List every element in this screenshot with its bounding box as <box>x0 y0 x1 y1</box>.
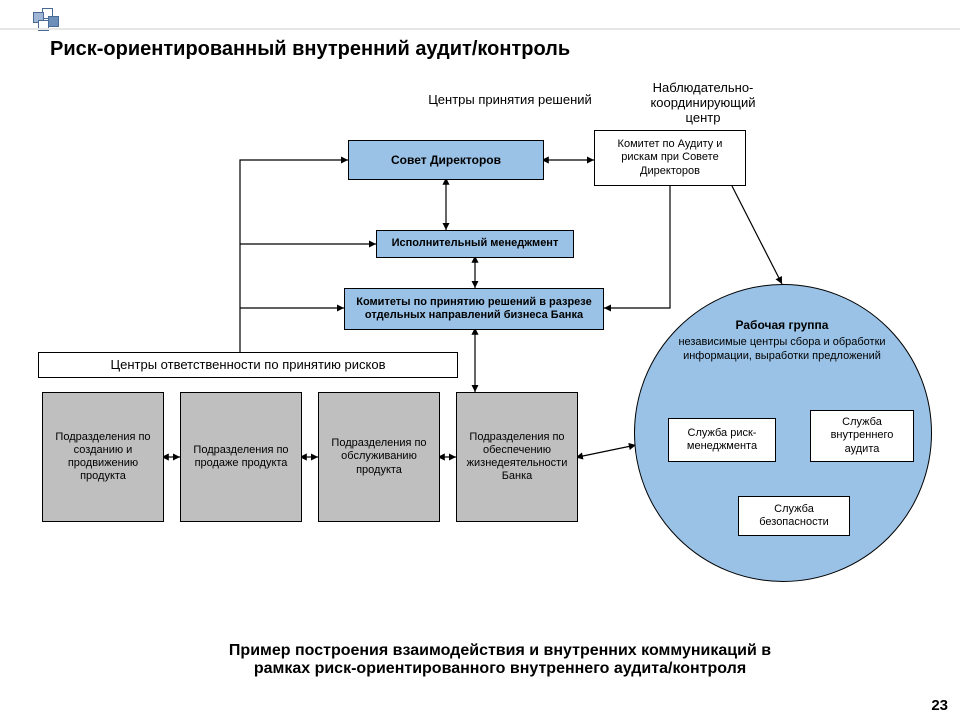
label-obs-l3: центр <box>686 110 721 125</box>
node-security-service: Службабезопасности <box>738 496 850 536</box>
title-underline <box>0 28 960 30</box>
node-board-of-directors: Совет Директоров <box>348 140 544 180</box>
node-dept-support: Подразделения по обеспечению жизнедеятел… <box>456 392 578 522</box>
node-dept-creation: Подразделения по созданию и продвижению … <box>42 392 164 522</box>
decor-bullet <box>48 16 59 27</box>
node-working-group-title: Рабочая группа <box>666 318 898 332</box>
node-dept-sales: Подразделения по продаже продукта <box>180 392 302 522</box>
node-dept-service: Подразделения по обслуживанию продукта <box>318 392 440 522</box>
node-working-group-subtitle: независимые центры сбора и обработки инф… <box>654 336 910 364</box>
label-decision-centers: Центры принятия решений <box>400 92 620 107</box>
node-risk-management-service: Служба риск-менеджмента <box>668 418 776 462</box>
node-executive-management: Исполнительный менеджмент <box>376 230 574 258</box>
label-observation-center: Наблюдательно- координирующий центр <box>628 80 778 125</box>
node-audit-committee: Комитет по Аудиту и рискам при Совете Ди… <box>594 130 746 186</box>
label-obs-l2: координирующий <box>650 95 755 110</box>
slide-caption: Пример построения взаимодействия и внутр… <box>120 642 880 678</box>
node-committees: Комитеты по принятию решений в разрезе о… <box>344 288 604 330</box>
page-number: 23 <box>931 697 948 714</box>
caption-line2: рамках риск-ориентированного внутреннего… <box>254 660 746 677</box>
caption-line1: Пример построения взаимодействия и внутр… <box>229 642 771 659</box>
slide-title: Риск-ориентированный внутренний аудит/ко… <box>50 38 570 61</box>
node-responsibility-centers-header: Центры ответственности по принятию риско… <box>38 352 458 378</box>
label-obs-l1: Наблюдательно- <box>653 80 754 95</box>
node-internal-audit-service: Службавнутреннегоаудита <box>810 410 914 462</box>
